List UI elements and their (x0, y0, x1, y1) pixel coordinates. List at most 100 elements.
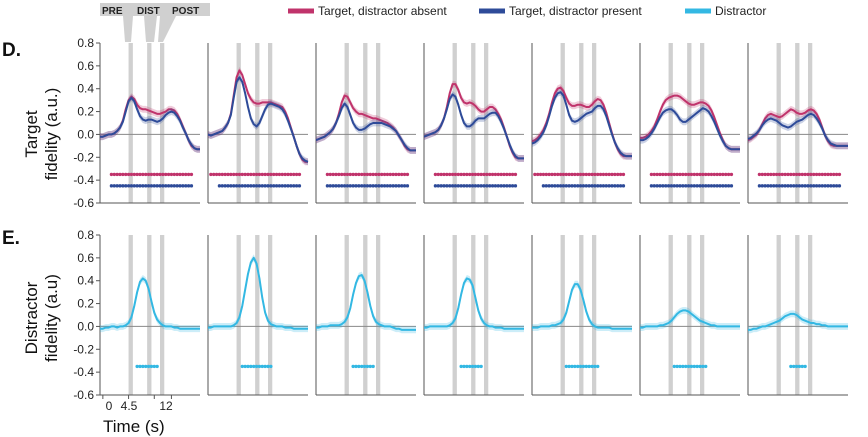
target-present-sig-dot (772, 184, 776, 188)
ytick-e-0: 0.8 (77, 228, 94, 242)
target-present-sig-dot (715, 184, 719, 188)
target-absent-sig-dot (675, 172, 679, 177)
target-present-sig-dot (499, 184, 503, 188)
target-absent-sig-dot (607, 172, 611, 177)
epoch-callout-dist (135, 3, 168, 42)
target-absent-sig-dot (297, 172, 302, 177)
target-present-sig-dot (243, 184, 247, 188)
epoch-callout-post (158, 3, 210, 42)
target-present-sig-dot (340, 184, 344, 188)
target-absent-sig-dot (405, 172, 410, 177)
target-present-sig-dot (783, 184, 787, 188)
target-absent-sig-dot (485, 172, 489, 177)
target-absent-sig-dot (479, 172, 483, 177)
target-present-sig-dot (621, 184, 626, 188)
target-absent-sig-dot (678, 172, 682, 177)
target-absent-sig-dot (439, 172, 443, 177)
target-present-sig-dot (581, 184, 586, 188)
target-present-sig-dot (792, 184, 796, 188)
target-present-sig-dot (360, 184, 364, 188)
target-absent-sig-dot (360, 172, 364, 177)
target-present-sig-dot (496, 184, 500, 188)
distractor-sig-dot (351, 364, 355, 369)
epoch-shade-d-1-1 (147, 43, 152, 203)
target-present-sig-dot (541, 184, 546, 188)
target-absent-sig-dot (368, 172, 372, 177)
target-present-sig-dot (766, 184, 770, 188)
epoch-shade-d-7-2 (808, 43, 813, 203)
target-present-sig-dot (135, 184, 139, 188)
target-absent-sig-dot (377, 172, 381, 177)
target-present-sig-dot (584, 184, 588, 188)
distractor-sig-dot (789, 364, 793, 369)
epoch-shade-e-2-1 (255, 235, 260, 395)
target-absent-sig-dot (126, 172, 131, 177)
target-absent-sig-dot (806, 172, 810, 177)
target-present-sig-dot (223, 184, 227, 188)
target-present-sig-dot (610, 184, 614, 188)
target-present-sig-dot (547, 184, 551, 188)
target-present-sig-dot (266, 184, 270, 188)
target-absent-sig-dot (706, 172, 711, 177)
target-absent-sig-dot (209, 172, 213, 177)
distractor-sig-dot (701, 364, 705, 369)
ytick-d-0: 0.8 (77, 36, 94, 50)
target-present-sig-dot (357, 184, 361, 188)
target-absent-sig-dot (792, 172, 796, 177)
target-present-sig-dot (400, 184, 404, 188)
distractor-line (640, 309, 740, 329)
target-absent-sig-dot (263, 172, 267, 177)
target-present-sig-dot (567, 184, 571, 188)
ytick-e-1: 0.6 (77, 251, 94, 265)
distractor-sig-dot (800, 364, 804, 369)
epoch-shade-d-2-2 (268, 43, 273, 203)
target-absent-sig-dot (286, 172, 290, 177)
target-absent-sig-dot (812, 172, 816, 177)
target-absent-sig-dot (362, 172, 367, 177)
target-present-sig-dot (439, 184, 443, 188)
epoch-shade-e-2-0 (236, 235, 241, 395)
target-absent-sig-dot (692, 172, 696, 177)
distractor-sig-dot (792, 364, 796, 369)
target-present-sig-dot (115, 184, 119, 188)
target-absent-sig-dot (536, 172, 540, 177)
target-absent-sig-dot (340, 172, 344, 177)
target-present-sig-dot (121, 184, 125, 188)
target-present-sig-dot (618, 184, 623, 188)
distractor-sig-dot (672, 364, 676, 369)
target-present-sig-dot (590, 184, 594, 188)
distractor-line (748, 312, 848, 331)
target-present-sig-dot (490, 184, 495, 188)
distractor-sig-dot (152, 364, 156, 369)
target-present-sig-dot (124, 184, 128, 188)
distractor-sig-dot (581, 364, 586, 369)
target-present-sig-dot (436, 184, 440, 188)
target-absent-sig-dot (445, 172, 449, 177)
target-absent-sig-dot (823, 172, 827, 177)
target-present-sig-dot (459, 184, 463, 188)
target-present-sig-dot (561, 184, 566, 188)
target-present-line (100, 96, 200, 151)
target-present-sig-dot (473, 184, 478, 188)
target-present-sig-dot (578, 184, 583, 188)
target-absent-sig-dot (465, 172, 469, 177)
target-present-sig-dot (402, 184, 407, 188)
subplot-d-7 (747, 43, 848, 204)
target-present-sig-dot (556, 184, 560, 188)
epoch-shade-e-6-2 (700, 235, 705, 395)
target-present-sig-dot (812, 184, 816, 188)
target-present-sig-dot (669, 184, 674, 188)
target-present-line (207, 76, 309, 163)
target-absent-sig-dot (274, 172, 279, 177)
target-present-sig-dot (382, 184, 387, 188)
epoch-shade-d-5-2 (592, 43, 597, 203)
target-absent-sig-dot (701, 172, 705, 177)
target-absent-sig-dot (684, 172, 688, 177)
target-absent-sig-dot (289, 172, 293, 177)
epoch-callout-pre (100, 3, 140, 42)
target-absent-sig-dot (269, 172, 273, 177)
target-present-ci-band (100, 94, 200, 153)
target-present-sig-dot (689, 184, 694, 188)
target-absent-sig-dot (561, 172, 566, 177)
